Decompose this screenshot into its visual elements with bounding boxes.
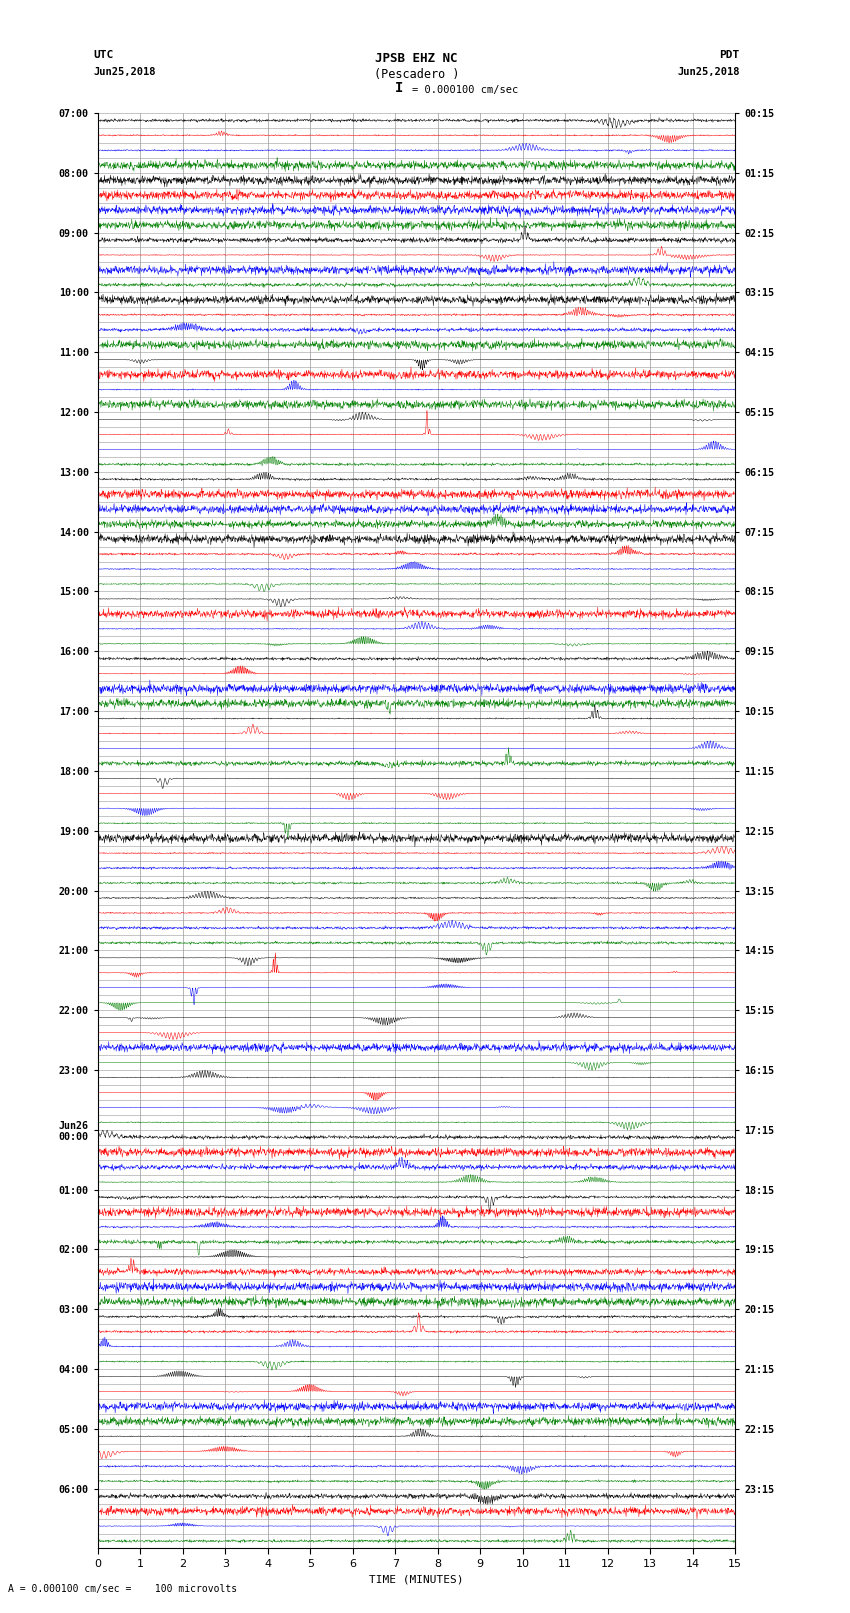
Text: I: I xyxy=(395,81,404,95)
Text: Jun25,2018: Jun25,2018 xyxy=(677,68,740,77)
Text: JPSB EHZ NC: JPSB EHZ NC xyxy=(375,52,458,65)
Text: Jun25,2018: Jun25,2018 xyxy=(94,68,156,77)
Text: = 0.000100 cm/sec: = 0.000100 cm/sec xyxy=(412,85,518,95)
Text: A = 0.000100 cm/sec =    100 microvolts: A = 0.000100 cm/sec = 100 microvolts xyxy=(8,1584,238,1594)
Text: (Pescadero ): (Pescadero ) xyxy=(374,68,459,81)
Text: UTC: UTC xyxy=(94,50,114,60)
Text: PDT: PDT xyxy=(719,50,740,60)
X-axis label: TIME (MINUTES): TIME (MINUTES) xyxy=(369,1574,464,1584)
